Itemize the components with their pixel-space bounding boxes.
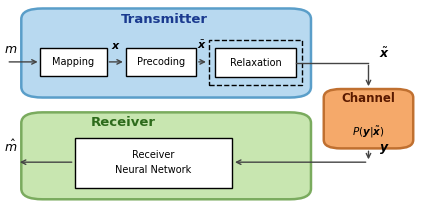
Text: $\hat{m}$: $\hat{m}$ (4, 139, 17, 155)
Bar (215, 48, 296, 77)
FancyBboxPatch shape (324, 89, 413, 148)
Text: $P(\boldsymbol{y}|\tilde{\boldsymbol{x}})$: $P(\boldsymbol{y}|\tilde{\boldsymbol{x}}… (352, 125, 385, 140)
Text: Mapping: Mapping (52, 57, 95, 67)
Bar (126, 48, 196, 76)
Text: Neural Network: Neural Network (115, 165, 191, 175)
Text: $\tilde{\boldsymbol{x}}$: $\tilde{\boldsymbol{x}}$ (379, 47, 390, 61)
Text: Receiver: Receiver (91, 116, 156, 130)
Text: $m$: $m$ (4, 43, 17, 56)
Text: Transmitter: Transmitter (121, 13, 207, 26)
Text: Precoding: Precoding (137, 57, 185, 67)
Text: Relaxation: Relaxation (230, 57, 282, 68)
Text: Receiver: Receiver (132, 150, 175, 160)
Text: $\boldsymbol{y}$: $\boldsymbol{y}$ (379, 142, 390, 156)
Bar (40, 48, 106, 76)
Bar (209, 40, 302, 85)
FancyBboxPatch shape (21, 112, 311, 199)
FancyBboxPatch shape (21, 8, 311, 98)
Text: Channel: Channel (342, 92, 395, 105)
Text: $\boldsymbol{x}$: $\boldsymbol{x}$ (111, 41, 121, 51)
Bar (75, 138, 232, 188)
Text: $\bar{\boldsymbol{x}}$: $\bar{\boldsymbol{x}}$ (197, 39, 207, 51)
